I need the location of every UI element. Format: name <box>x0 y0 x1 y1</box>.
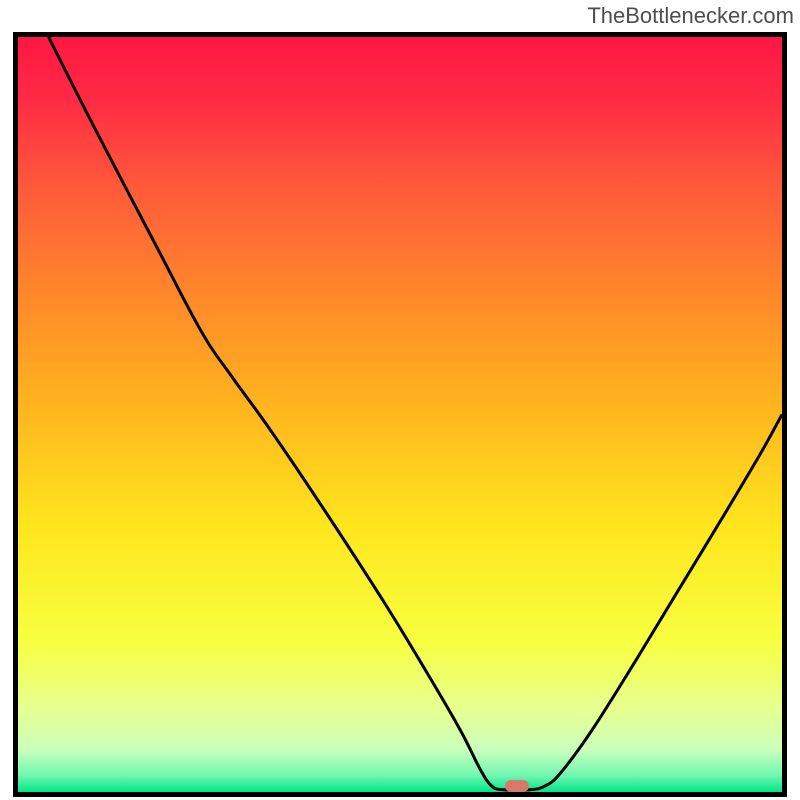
watermark-text: TheBottlenecker.com <box>587 3 794 29</box>
optimal-point-marker <box>505 780 529 792</box>
chart-frame <box>13 32 787 797</box>
bottleneck-curve <box>18 37 782 792</box>
